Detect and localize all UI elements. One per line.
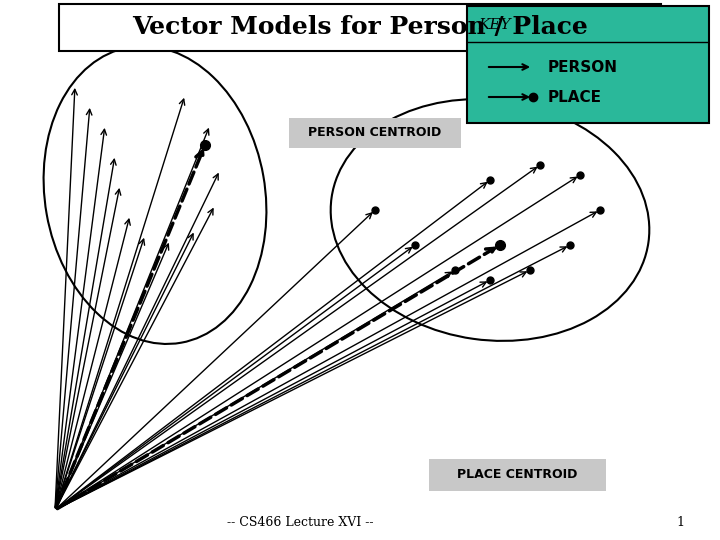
Text: PERSON: PERSON <box>548 59 618 75</box>
Text: KEY: KEY <box>478 18 510 32</box>
FancyBboxPatch shape <box>59 4 661 51</box>
Text: PLACE: PLACE <box>548 90 602 105</box>
Text: PLACE CENTROID: PLACE CENTROID <box>457 469 577 482</box>
Text: Vector Models for Person / Place: Vector Models for Person / Place <box>132 16 588 39</box>
Text: -- CS466 Lecture XVI --: -- CS466 Lecture XVI -- <box>227 516 373 529</box>
Text: 1: 1 <box>676 516 684 529</box>
FancyBboxPatch shape <box>429 459 606 491</box>
FancyBboxPatch shape <box>467 6 709 123</box>
FancyBboxPatch shape <box>289 118 461 148</box>
Text: PERSON CENTROID: PERSON CENTROID <box>308 126 441 139</box>
